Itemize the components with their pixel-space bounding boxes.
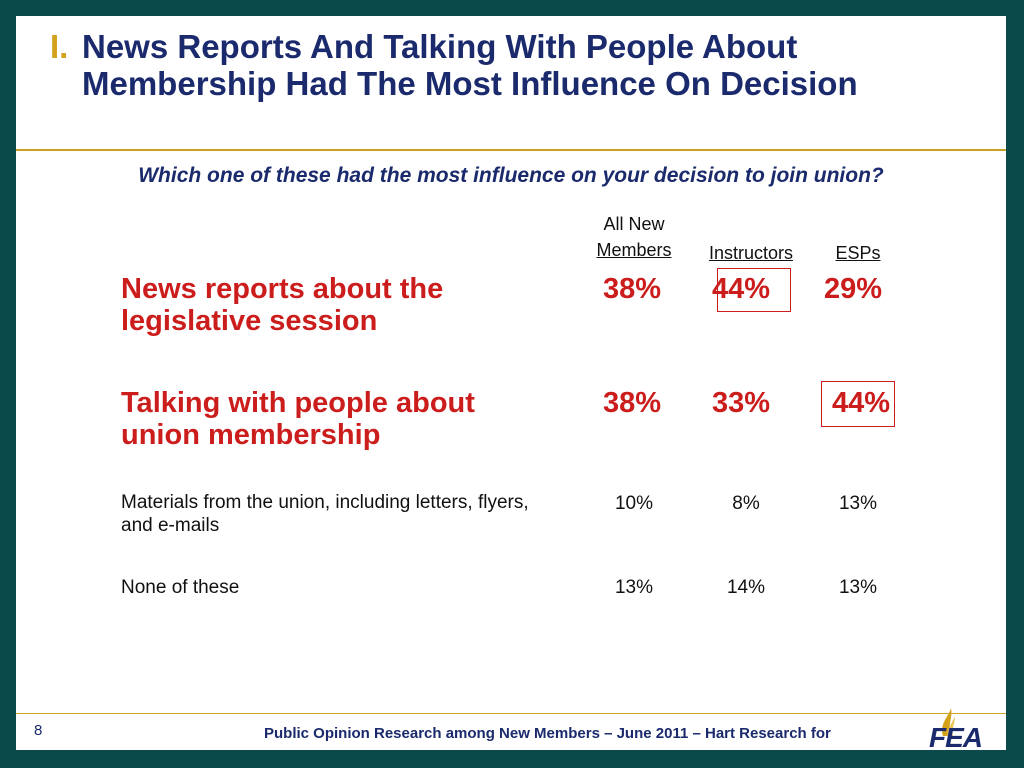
row4-all-members-value: 13%: [614, 577, 654, 598]
row-label-talking-with-people: Talking with people about union membersh…: [121, 387, 475, 451]
row2-esps-value: 44%: [831, 387, 891, 419]
fea-flame-icon: [942, 708, 955, 736]
col-header-instructors: Instructors: [696, 243, 806, 264]
col-header-esps-label: ESPs: [835, 243, 881, 263]
row4-instructors-value: 14%: [726, 577, 766, 598]
row1-all-members-value: 38%: [602, 273, 662, 305]
logo-text: FEA: [929, 722, 983, 753]
row3-esps-value: 13%: [838, 493, 878, 514]
row-label-materials: Materials from the union, including lett…: [121, 492, 529, 536]
col-header-esps: ESPs: [808, 243, 908, 264]
col-header-all-new-line1: All New: [603, 214, 665, 234]
row-label-news-reports: News reports about the legislative sessi…: [121, 273, 444, 337]
col-header-all-new-members: All New Members: [584, 214, 684, 261]
footer-divider: [16, 713, 1006, 714]
row3-instructors-value: 8%: [732, 493, 760, 514]
slide-title: News Reports And Talking With People Abo…: [82, 28, 858, 102]
row2-all-members-value: 38%: [602, 387, 662, 419]
row1-esps-value: 29%: [823, 273, 883, 305]
fea-logo-icon: FEA: [921, 706, 1001, 753]
row-label-none: None of these: [121, 577, 240, 598]
footer-source: Public Opinion Research among New Member…: [264, 725, 831, 742]
highlight-box-row2-esps: [821, 381, 895, 427]
row4-esps-value: 13%: [838, 577, 878, 598]
col-header-all-new-line2: Members: [596, 240, 672, 260]
highlight-box-row1-instructors: [717, 268, 791, 312]
row1-instructors-value: 44%: [711, 273, 771, 305]
row3-all-members-value: 10%: [614, 493, 654, 514]
slide: I. News Reports And Talking With People …: [16, 16, 1006, 753]
col-header-instructors-label: Instructors: [708, 243, 794, 263]
title-divider: [16, 149, 1006, 151]
row2-instructors-value: 33%: [711, 387, 771, 419]
survey-question: Which one of these had the most influenc…: [138, 164, 884, 187]
section-number: I.: [50, 28, 69, 65]
page-number: 8: [34, 722, 43, 739]
